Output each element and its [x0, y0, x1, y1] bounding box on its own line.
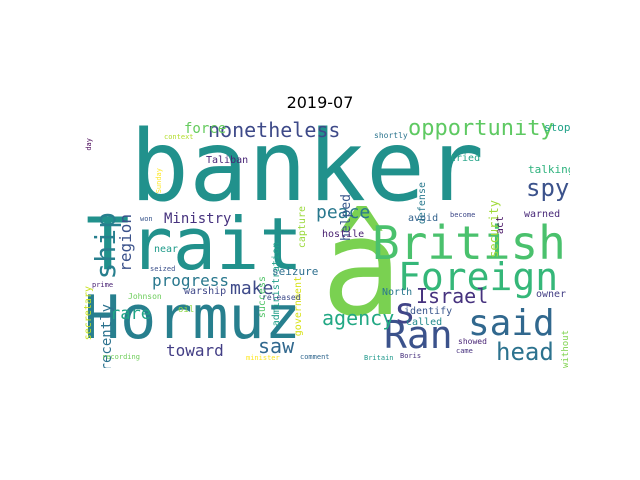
cloud-word: stop — [544, 121, 570, 134]
word-cloud: banker â Trait Hormuz British Foreign Ran said s… — [72, 120, 570, 368]
cloud-word: owner — [536, 289, 567, 300]
cloud-word: rare — [110, 304, 151, 324]
cloud-word: become — [450, 211, 476, 219]
cloud-word: oil — [178, 305, 195, 315]
cloud-word: saw — [258, 334, 295, 358]
cloud-word: said — [468, 303, 555, 344]
cloud-word: came — [456, 347, 473, 355]
cloud-word: released — [262, 293, 301, 302]
cloud-word: head — [496, 338, 554, 366]
cloud-word: make — [230, 278, 274, 299]
cloud-word: recording — [102, 353, 140, 361]
cloud-word: seizure — [272, 265, 319, 278]
cloud-word: Britain — [364, 354, 394, 362]
cloud-word: Israel — [416, 284, 489, 308]
cloud-word: minister — [246, 354, 280, 362]
cloud-word: identify — [404, 306, 453, 317]
cloud-word: shortly — [374, 131, 408, 140]
cloud-word: context — [164, 133, 194, 141]
cloud-word: force — [184, 121, 227, 137]
cloud-word: banker — [130, 120, 485, 224]
cloud-word: Ministry — [164, 211, 232, 227]
cloud-word: showed — [458, 337, 487, 346]
cloud-word: near — [154, 244, 179, 255]
cloud-word: capture — [297, 206, 308, 249]
cloud-word: Johnson — [128, 292, 162, 301]
cloud-word: Taliban — [206, 155, 249, 166]
cloud-word: act — [495, 216, 506, 235]
cloud-word: prime — [92, 281, 114, 289]
cloud-word: called — [406, 317, 443, 328]
cloud-word: British — [372, 216, 566, 270]
cloud-word: Ran — [384, 313, 453, 357]
cloud-word: toward — [166, 341, 224, 360]
cloud-word: seized — [150, 265, 176, 273]
cloud-word: warship — [184, 286, 227, 297]
cloud-word: Sunday — [155, 168, 163, 194]
cloud-word: talking — [528, 163, 570, 176]
cloud-word: comment — [300, 353, 330, 361]
cloud-word: administration — [271, 242, 282, 327]
cloud-word: â — [321, 189, 403, 346]
cloud-word: s — [394, 291, 416, 332]
cloud-word: opportunity — [408, 120, 554, 141]
chart-title: 2019-07 — [286, 93, 354, 112]
cloud-word: Boris — [400, 352, 422, 360]
cloud-word: peace — [316, 202, 371, 223]
cloud-word: tried — [450, 153, 481, 164]
cloud-word: region — [116, 214, 135, 272]
cloud-word: secretary — [83, 286, 94, 341]
cloud-word: Hormuz — [84, 283, 301, 353]
cloud-word: Trait — [86, 202, 303, 286]
cloud-word: hostile — [322, 229, 365, 240]
cloud-word: spy — [526, 174, 570, 202]
cloud-word: government — [293, 276, 304, 337]
cloud-word: avoid — [408, 213, 439, 224]
cloud-word: North — [382, 287, 413, 298]
cloud-word: warned — [524, 209, 561, 220]
cloud-word: without — [561, 330, 570, 368]
cloud-word: Foreign — [398, 255, 559, 299]
cloud-word: progress — [152, 271, 230, 290]
cloud-word: won — [140, 215, 153, 223]
cloud-word: agency — [322, 306, 395, 330]
cloud-word: day — [85, 138, 93, 151]
cloud-word: nonetheless — [208, 120, 341, 142]
